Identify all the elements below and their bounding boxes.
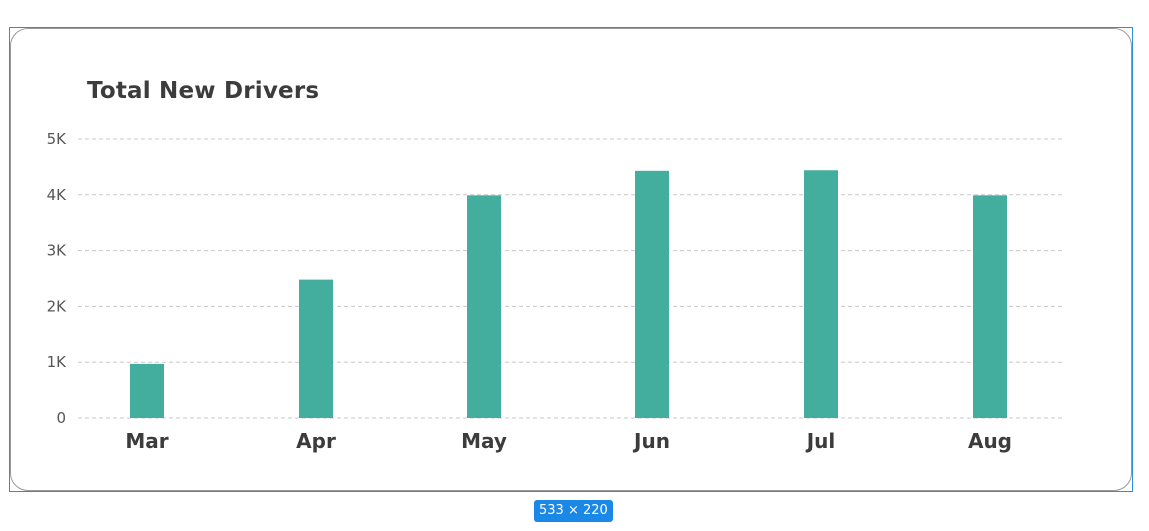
bar: [467, 195, 501, 418]
y-tick-label: 0: [56, 409, 66, 427]
chart-card: [10, 28, 1132, 491]
x-tick-label: May: [461, 429, 507, 453]
y-tick-label: 5K: [47, 130, 68, 148]
selection-frame: [9, 27, 1133, 492]
bar: [635, 170, 669, 418]
y-tick-label: 2K: [47, 297, 68, 315]
x-tick-label: Mar: [125, 429, 168, 453]
bar: [299, 279, 333, 418]
bar: [130, 363, 164, 418]
x-tick-label: Apr: [296, 429, 336, 453]
selection-size-badge: 533 × 220: [534, 500, 613, 522]
x-tick-label: Jun: [632, 429, 670, 453]
bar: [804, 170, 838, 418]
y-tick-label: 3K: [47, 242, 68, 260]
y-tick-label: 1K: [47, 353, 68, 371]
bar: [973, 195, 1007, 418]
x-tick-label: Jul: [805, 429, 836, 453]
chart-title: Total New Drivers: [87, 78, 320, 104]
x-tick-label: Aug: [968, 429, 1012, 453]
y-tick-label: 4K: [47, 186, 68, 204]
